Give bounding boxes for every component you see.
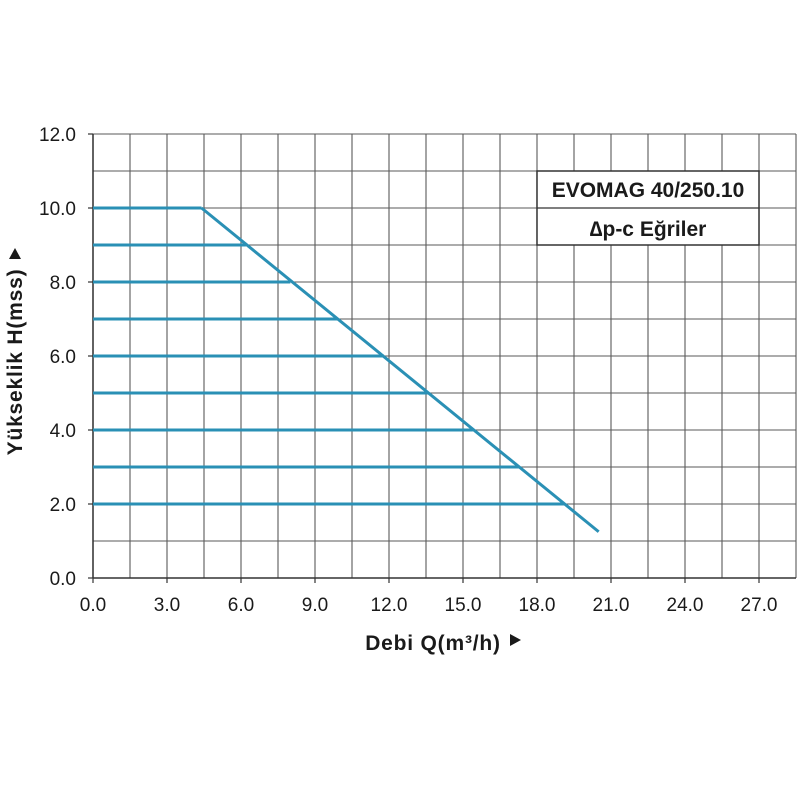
x-axis-label: Debi Q(m³/h) (365, 632, 501, 655)
y-axis-label-group: Yükseklik H(mss) (4, 248, 27, 455)
chart-subtitle: ∆p-c Eğriler (590, 218, 707, 241)
curves (93, 206, 600, 533)
max-curve-line (200, 206, 600, 533)
x-tick-label: 27.0 (741, 595, 778, 616)
x-tick-label: 0.0 (80, 595, 106, 616)
y-tick-label: 0.0 (50, 569, 76, 590)
x-tick-label: 15.0 (445, 595, 482, 616)
y-tick-label: 2.0 (50, 495, 76, 516)
x-tick-label: 3.0 (154, 595, 180, 616)
tick-labels: 0.0 3.0 6.0 9.0 12.0 15.0 18.0 21.0 24.0 27.0 0.0 2… (39, 125, 777, 616)
chart-title: EVOMAG 40/250.10 (552, 179, 745, 202)
x-tick-label: 9.0 (302, 595, 328, 616)
x-tick-label: 21.0 (593, 595, 630, 616)
x-tick-label: 24.0 (667, 595, 704, 616)
y-tick-label: 6.0 (50, 347, 76, 368)
x-tick-label: 6.0 (228, 595, 254, 616)
y-tick-label: 12.0 (39, 125, 76, 146)
title-box: EVOMAG 40/250.10 ∆p-c Eğriler (536, 170, 760, 246)
x-axis-label-group: Debi Q(m³/h) (365, 632, 521, 655)
y-tick-label: 10.0 (39, 199, 76, 220)
x-tick-label: 12.0 (371, 595, 408, 616)
y-axis-label: Yükseklik H(mss) (4, 269, 27, 456)
y-tick-label: 8.0 (50, 273, 76, 294)
arrow-up-icon (9, 248, 21, 259)
y-tick-label: 4.0 (50, 421, 76, 442)
x-tick-label: 18.0 (519, 595, 556, 616)
arrow-right-icon (510, 634, 521, 646)
